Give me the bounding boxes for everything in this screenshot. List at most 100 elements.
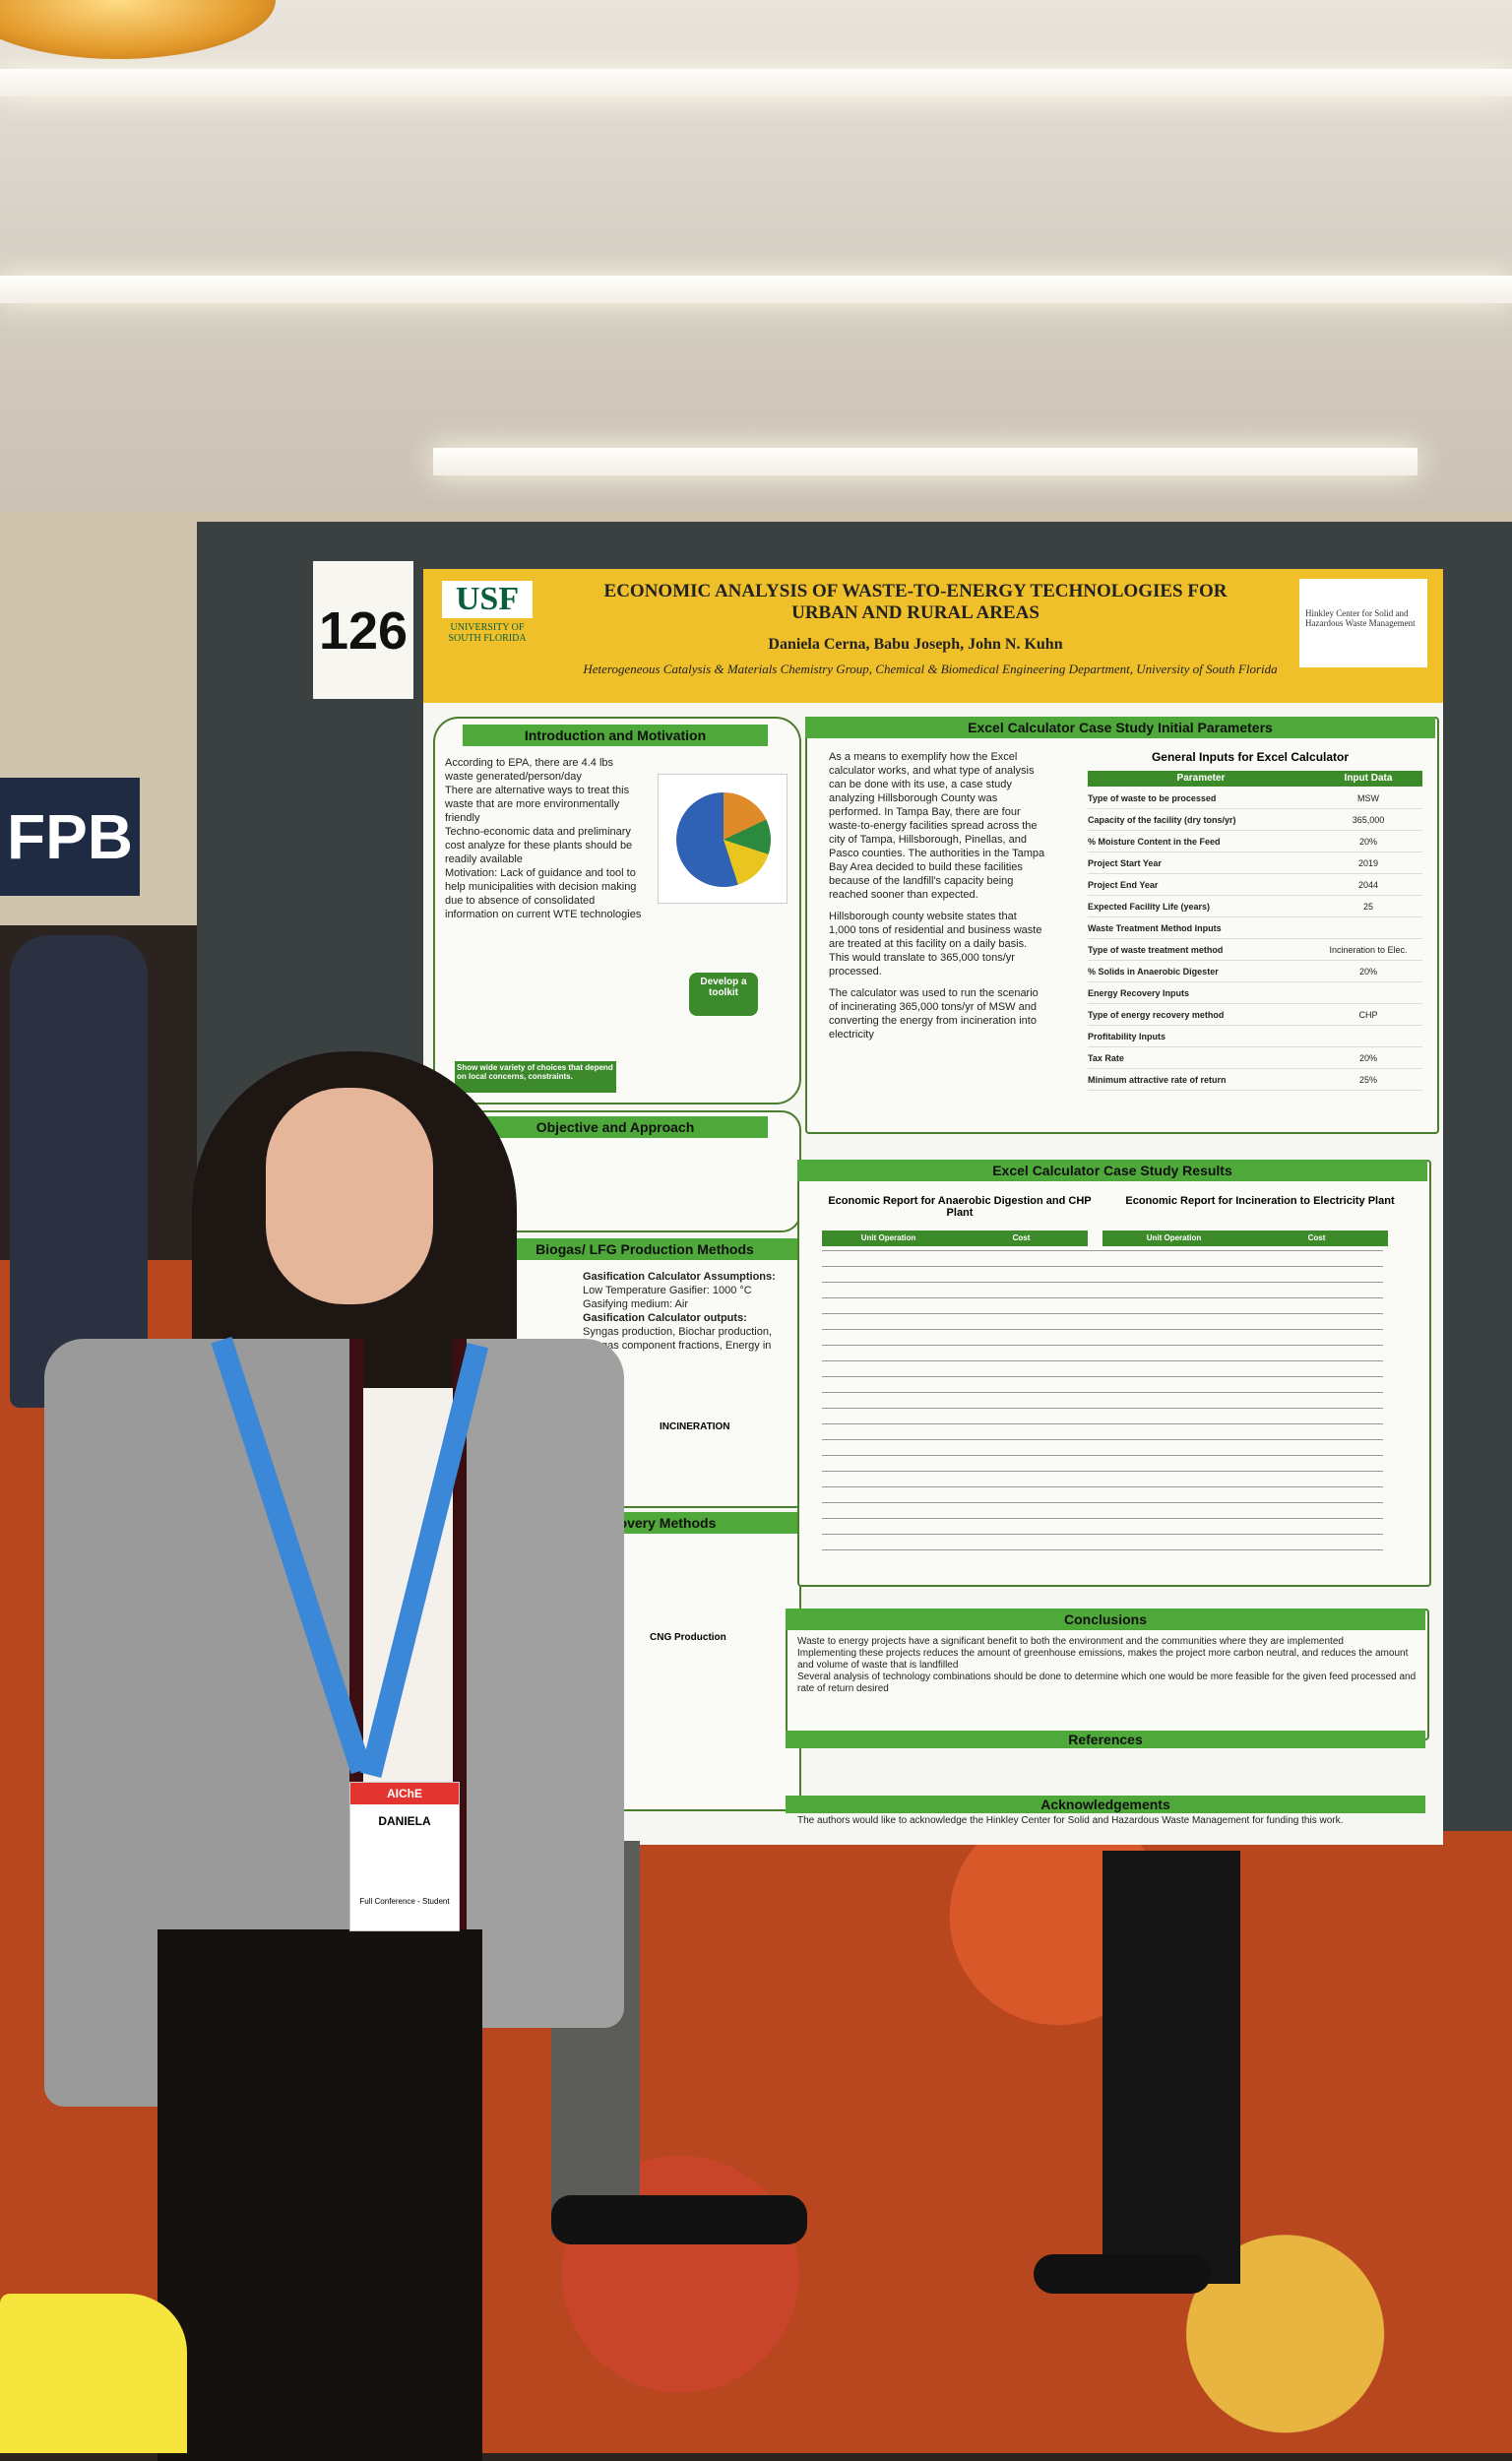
report-table-line [1102,1250,1383,1251]
report-table-line [1102,1282,1383,1283]
conclusions-text: Waste to energy projects have a signific… [797,1636,1418,1695]
report-right-header-cost: Cost [1245,1230,1388,1246]
inputs-table-row: Type of waste to be processed MSW [1088,788,1422,809]
inputs-value-cell: 2019 [1357,857,1379,868]
intro-bullet: There are alternative ways to treat this… [445,785,630,824]
ceiling-light [433,448,1418,475]
report-table-line [822,1439,1102,1440]
poster-affiliation: Heterogeneous Catalysis & Materials Chem… [583,662,1278,676]
ceiling [0,0,1512,551]
gasification-item: Gasifying medium: Air [583,1298,688,1310]
inputs-param-cell: Expected Facility Life (years) [1088,901,1211,912]
report-table-line [1102,1439,1383,1440]
objective-title: Objective and Approach [463,1116,768,1138]
report-tables [822,1250,1388,1575]
inputs-table-row: Profitability Inputs [1088,1026,1422,1047]
gasification-outputs: Gasification Calculator outputs: [583,1312,747,1324]
variety-note: Show wide variety of choices that depend… [455,1061,616,1093]
inputs-value-cell: 20% [1358,1052,1377,1063]
intro-bullet: According to EPA, there are 4.4 lbs wast… [445,757,613,783]
background-attendee [10,935,148,1408]
report-table-line [822,1329,1102,1330]
inputs-param-cell: Type of energy recovery method [1088,1009,1225,1020]
gasification-assumptions: Gasification Calculator Assumptions: [583,1271,776,1283]
report-table-line [822,1360,1102,1361]
params-paragraph: As a means to exemplify how the Excel ca… [829,751,1045,901]
report-right-title: Economic Report for Incineration to Elec… [1125,1195,1395,1207]
report-table-line [822,1376,1102,1377]
inputs-value-cell: MSW [1357,792,1379,803]
report-table-line [822,1486,1102,1487]
conclusion-item: Several analysis of technology combinati… [797,1672,1417,1694]
report-table-line [1102,1408,1383,1409]
poster-header: USF UNIVERSITY OF SOUTH FLORIDA ECONOMIC… [423,569,1443,703]
intro-bullet: Motivation: Lack of guidance and tool to… [445,867,642,920]
report-table-line [822,1282,1102,1283]
inputs-param-cell: Minimum attractive rate of return [1088,1074,1227,1085]
report-table-line [822,1502,1102,1503]
inputs-header-param: Parameter [1088,771,1314,787]
report-table-line [822,1392,1102,1393]
booth-sign: FPB [0,778,140,896]
report-table-line [1102,1360,1383,1361]
poster-title: ECONOMIC ANALYSIS OF WASTE-TO-ENERGY TEC… [551,581,1280,624]
woman-face [266,1088,433,1304]
report-left-header-cost: Cost [955,1230,1088,1246]
yellow-bag [0,2294,187,2453]
inputs-value-cell: 20% [1358,836,1377,847]
person-legs-right [1102,1851,1240,2284]
report-table-line [822,1250,1102,1251]
inputs-table-row: Energy Recovery Inputs [1088,982,1422,1004]
conclusion-item: Implementing these projects reduces the … [797,1648,1409,1671]
ceiling-light [0,276,1512,303]
inputs-table-row: Project Start Year 2019 [1088,852,1422,874]
usf-logo: USF UNIVERSITY OF SOUTH FLORIDA [433,577,541,675]
inputs-param-cell: % Solids in Anaerobic Digester [1088,966,1219,977]
inputs-table-row: Expected Facility Life (years) 25 [1088,896,1422,917]
shoe [1034,2254,1211,2294]
poster-title-line1: ECONOMIC ANALYSIS OF WASTE-TO-ENERGY TEC… [603,581,1228,601]
results-title: Excel Calculator Case Study Results [797,1160,1427,1181]
report-table-line [1102,1297,1383,1298]
badge-name: DANIELA [378,1814,431,1828]
inputs-value-cell: Incineration to Elec. [1329,944,1408,955]
report-table-line [822,1518,1102,1519]
inputs-value-cell: 365,000 [1352,814,1385,825]
name-badge: AIChE DANIELA Full Conference - Student [349,1782,460,1931]
inputs-table-row: % Moisture Content in the Feed 20% [1088,831,1422,852]
params-paragraph: The calculator was used to run the scena… [829,987,1039,1041]
gasification-item: Low Temperature Gasifier: 1000 °C [583,1285,752,1296]
params-text: As a means to exemplify how the Excel ca… [829,750,1045,1041]
inputs-table-row: Capacity of the facility (dry tons/yr) 36… [1088,809,1422,831]
usf-logo-text: USF [442,581,533,618]
conclusion-item: Waste to energy projects have a signific… [797,1636,1344,1647]
inputs-table-row: Minimum attractive rate of return 25% [1088,1069,1422,1091]
poster-authors: Daniela Cerna, Babu Joseph, John N. Kuhn [768,636,1063,653]
report-table-line [1102,1502,1383,1503]
report-table-line [1102,1518,1383,1519]
intro-title: Introduction and Motivation [463,725,768,746]
inputs-value-cell: CHP [1358,1009,1378,1020]
acknowledgement-text: The authors would like to acknowledge th… [797,1815,1344,1826]
report-table-line [1102,1345,1383,1346]
acknowledgements-title: Acknowledgements [786,1796,1425,1813]
inputs-table-row: Type of waste treatment method Incinerati… [1088,939,1422,961]
inputs-param-cell: Type of waste treatment method [1088,944,1224,955]
shoe [551,2195,807,2244]
cng-label: CNG Production [650,1632,726,1643]
inputs-table-row: Type of energy recovery method CHP [1088,1004,1422,1026]
university-name: UNIVERSITY OF SOUTH FLORIDA [448,622,527,644]
inputs-value-cell: 2044 [1357,879,1379,890]
params-paragraph: Hillsborough county website states that … [829,911,1042,978]
references-title: References [786,1731,1425,1748]
report-table-line [1102,1549,1383,1550]
inputs-param-cell: Energy Recovery Inputs [1088,987,1190,998]
inputs-param-cell: Tax Rate [1088,1052,1124,1063]
conclusions-section [786,1609,1429,1740]
biogas-title: Biogas/ LFG Production Methods [492,1238,797,1260]
report-table-line [822,1297,1102,1298]
report-table-line [822,1549,1102,1550]
inputs-param-cell: Type of waste to be processed [1088,792,1217,803]
inputs-value-cell: 20% [1358,966,1377,977]
hinkley-logo: Hinkley Center for Solid and Hazardous W… [1299,579,1427,667]
